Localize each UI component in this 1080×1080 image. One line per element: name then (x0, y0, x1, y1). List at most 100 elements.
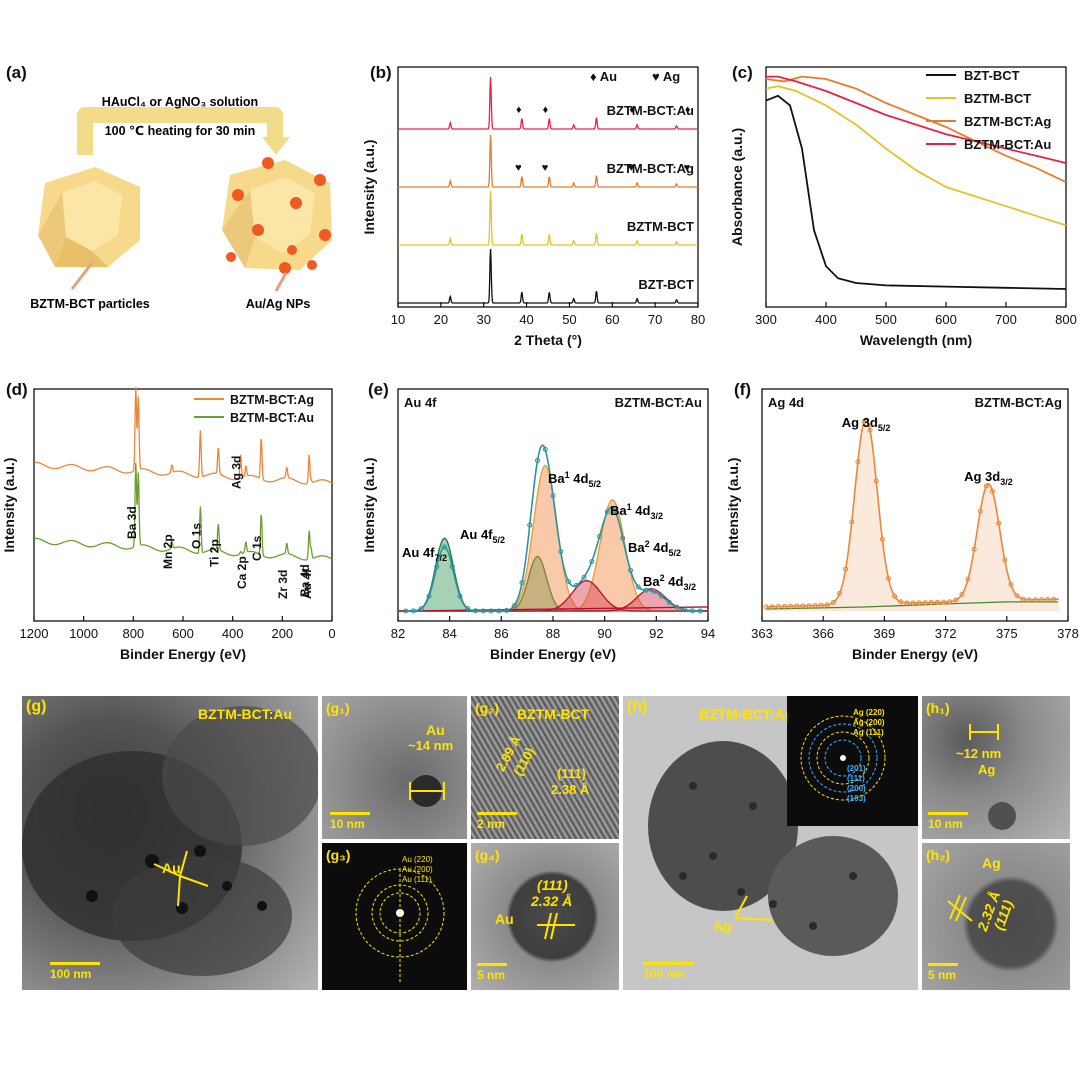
data-point (666, 599, 672, 605)
ag-marker: ♥ (542, 162, 549, 174)
plot-frame (765, 66, 1067, 308)
panel-label-d: (d) (6, 380, 28, 399)
data-point (928, 599, 934, 605)
series-label: BZTM-BCT:Ag (607, 161, 694, 176)
data-point (849, 519, 855, 525)
data-point (775, 604, 781, 610)
bztm-bct-particle-icon (38, 167, 140, 267)
tem-h-saed-b1: (201) (847, 764, 866, 773)
tem-h-sample: BZTM-BCT:Ag (699, 706, 794, 722)
peak-annotation: Ba 3d (125, 506, 139, 539)
data-point (550, 493, 556, 499)
data-point (566, 578, 571, 584)
data-point (511, 603, 517, 609)
x-tick-label: 500 (875, 312, 897, 327)
peak-fill (766, 418, 1060, 611)
data-point (983, 483, 989, 489)
nps-label: Au/Ag NPs (246, 297, 311, 311)
component-fill (398, 556, 708, 611)
data-point (1014, 593, 1020, 599)
data-point (1026, 597, 1032, 603)
data-point (426, 593, 432, 599)
tem-h-saed-b4: (103) (847, 794, 866, 803)
x-tick-label: 375 (996, 626, 1018, 641)
panel-d: (d) 1200 1000 800 600 400 200 0 Binder Energy (… (0, 375, 350, 685)
data-point (628, 567, 633, 573)
ag-marker: ♥ (684, 162, 691, 174)
tem-h2-scalebar: 5 nm (928, 963, 958, 982)
peak-annotation: Ca 2p (235, 556, 249, 589)
x-tick-label: 1200 (20, 626, 49, 641)
heating-text: 100 ℃ heating for 30 min (105, 124, 256, 138)
tem-h-scalebar: 100 nm (643, 962, 693, 981)
tem-g4-np: Au (495, 911, 514, 927)
x-tick-label: 80 (691, 312, 705, 327)
x-tick-label: 40 (519, 312, 533, 327)
legend-label: BZT-BCT (964, 68, 1020, 83)
data-point (959, 592, 965, 598)
legend-label: BZTM-BCT:Ag (230, 393, 314, 407)
xrd-series-line (398, 248, 698, 304)
data-point (806, 603, 812, 609)
x-tick-label: 86 (494, 626, 508, 641)
sample-label: BZTM-BCT:Ag (975, 395, 1062, 410)
data-point (542, 446, 548, 452)
y-axis-label: Intensity (a.u.) (1, 458, 17, 553)
label-ba1-4d52: Ba1 4d5/2 (548, 470, 601, 489)
data-point (855, 459, 861, 465)
xps-survey-chart: 1200 1000 800 600 400 200 0 Binder Energy (eV) I… (1, 386, 336, 662)
data-point (898, 599, 904, 605)
label-ba2-4d52: Ba2 4d5/2 (628, 539, 681, 558)
tem-h1-label: (h₁) (926, 700, 950, 716)
tem-g2-scalebar: 2 nm (477, 812, 517, 831)
tem-g3-ring3: Au (111) (402, 875, 432, 884)
x-tick-label: 372 (935, 626, 957, 641)
panel-label-c: (c) (732, 63, 753, 82)
data-point (612, 508, 618, 514)
label-ba2-4d32: Ba2 4d3/2 (643, 573, 696, 592)
tem-h1-scalebar: 10 nm (928, 812, 968, 831)
tem-h-saed-y2: Ag (200) (853, 718, 885, 727)
x-axis-label: 2 Theta (°) (514, 332, 582, 348)
component-fill (398, 538, 708, 611)
x-tick-label: 30 (476, 312, 490, 327)
data-point (643, 587, 649, 593)
data-point (824, 602, 830, 608)
data-point (659, 593, 664, 599)
peak-annotation: Mn 2p (161, 534, 175, 569)
data-point (457, 593, 463, 599)
tem-h2: (h₂) Ag 2.32 Å (111) 5 nm (922, 843, 1070, 990)
tem-g1-scalebar: 10 nm (330, 812, 370, 831)
xrd-series-line (398, 76, 698, 130)
tem-h-saed-y1: Ag (220) (853, 708, 885, 717)
data-point (519, 580, 525, 586)
x-tick-label: 94 (701, 626, 715, 641)
panel-e: (e) 82 84 86 88 90 92 94 Binder Energy (eV) Inte… (360, 375, 720, 685)
data-point (690, 608, 695, 614)
x-tick-label: 10 (391, 312, 405, 327)
series-label: BZT-BCT (638, 277, 694, 292)
legend-ag: ♥ Ag (652, 69, 680, 84)
data-point (697, 608, 703, 614)
series-label: BZTM-BCT (627, 219, 694, 234)
tem-g4-label: (g₄) (475, 847, 500, 863)
au-marker: ♦ (516, 104, 522, 116)
x-tick-label: 363 (751, 626, 773, 641)
x-tick-label: 88 (546, 626, 560, 641)
data-point (589, 559, 595, 565)
survey-series-line (34, 462, 333, 561)
panel-label-a: (a) (6, 63, 27, 82)
tem-g1-size: ~14 nm (408, 738, 454, 753)
y-axis-label: Intensity (a.u.) (361, 140, 377, 235)
data-point (442, 544, 447, 550)
peak-annotation: Ag 3d (230, 456, 244, 489)
au-marker: ♦ (543, 104, 549, 116)
legend-label: BZTM-BCT:Au (964, 137, 1051, 152)
x-tick-label: 400 (815, 312, 837, 327)
data-point (879, 536, 885, 542)
x-tick-label: 20 (434, 312, 448, 327)
data-point (904, 600, 910, 606)
tem-h-label: (h) (627, 698, 648, 715)
data-point (418, 606, 424, 612)
tem-g2: (g₂) BZTM-BCT 2.89 Å (110) (111) 2.38 Å … (471, 696, 619, 839)
